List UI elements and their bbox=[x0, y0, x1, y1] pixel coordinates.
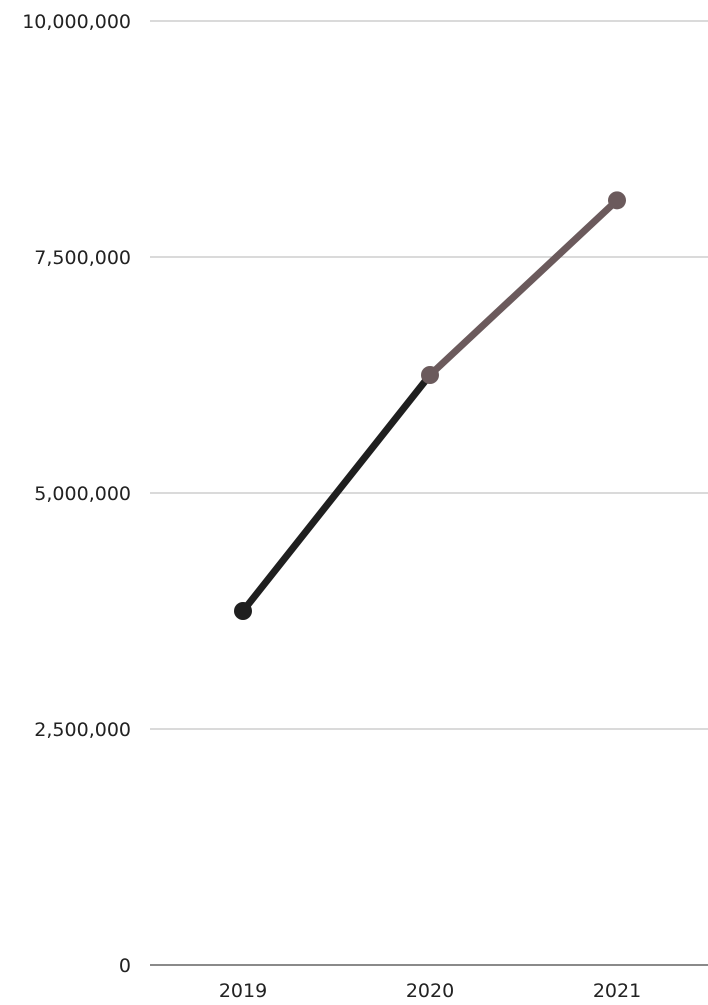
y-tick-label: 10,000,000 bbox=[22, 11, 131, 33]
x-tick-label: 2020 bbox=[406, 980, 454, 1000]
y-axis-tick-labels: 0 2,500,000 5,000,000 7,500,000 10,000,000 bbox=[22, 11, 131, 977]
series-lines bbox=[239, 196, 621, 615]
x-tick-label: 2019 bbox=[219, 980, 267, 1000]
data-point[interactable] bbox=[421, 366, 439, 384]
y-tick-label: 2,500,000 bbox=[34, 719, 131, 741]
x-axis-tick-labels: 2019 2020 2021 bbox=[219, 980, 641, 1002]
x-tick-label: 2021 bbox=[593, 980, 641, 1000]
series-line-segment bbox=[426, 196, 621, 379]
data-point[interactable] bbox=[234, 602, 252, 620]
series-line-segment bbox=[239, 371, 434, 615]
series-points bbox=[234, 191, 626, 620]
gridlines bbox=[150, 20, 708, 966]
y-tick-label: 5,000,000 bbox=[34, 483, 131, 505]
y-tick-label: 7,500,000 bbox=[34, 247, 131, 269]
data-point[interactable] bbox=[608, 191, 626, 210]
y-tick-label: 0 bbox=[119, 955, 131, 977]
